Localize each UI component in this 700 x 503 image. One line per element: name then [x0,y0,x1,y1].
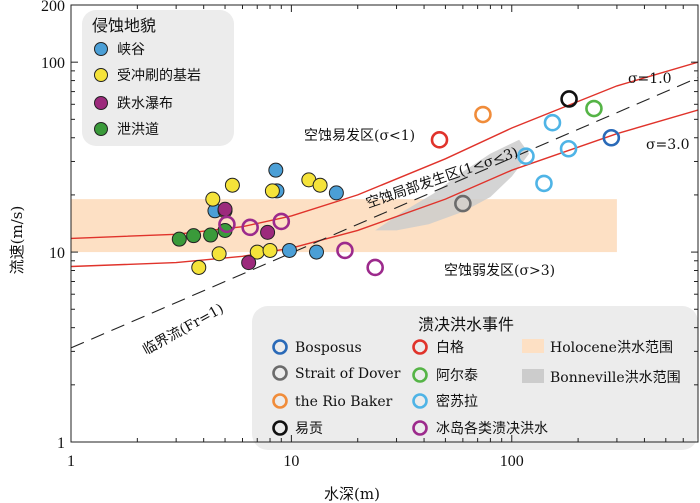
point-bedrock [262,242,278,258]
point-bedrock [264,183,280,199]
point-iceland [366,258,384,277]
legend-label-rio-baker: the Rio Baker [295,394,393,410]
bonneville-range [375,139,530,231]
point-canyon [308,244,324,260]
y-tick-label: 100 [41,55,65,72]
legend-marker-altai [412,367,428,383]
zone-label-easy: 空蚀易发区(σ<1) [304,128,415,144]
legend-label-holocene: Holocene洪水范围 [550,339,673,356]
legend-swatch-bonneville [522,369,544,383]
sigma1-label: σ=1.0 [628,71,672,87]
point-yigong [560,90,578,108]
legend-label-bosporus: Bosposus [295,340,362,356]
point-rio_baker [474,105,492,124]
point-missoula [535,174,553,193]
point-bedrock [205,191,221,207]
point-missoula [559,139,578,158]
legend-marker-yigong [272,420,288,436]
legend-label-bedrock: 受冲刷的基岩 [117,67,201,84]
point-bedrock [211,246,227,262]
critical-flow-label: 临界流(Fr=1) [140,301,226,359]
legend-label-falls: 跌水瀑布 [117,96,173,112]
legend-marker-spillway [94,122,108,136]
point-dover [454,194,472,213]
legend-marker-rio-baker [272,393,288,409]
legend-marker-bedrock [94,68,108,82]
legend-label-baige: 白格 [436,340,464,356]
y-tick-label: 200 [41,0,65,15]
legend-marker-falls [94,96,108,110]
zone-label-weak: 空蚀弱发区(σ>3) [444,263,555,279]
legend-marker-bosporus [272,339,288,355]
point-missoula [517,147,535,165]
point-iceland [272,212,291,231]
legend-marker-dover [272,365,288,381]
legend-label-iceland: 冰岛各类溃决洪水 [436,421,548,437]
point-canyon [328,185,344,201]
legend-label-spillway: 泄洪道 [117,122,159,138]
point-baige [430,131,449,149]
point-iceland [336,241,354,260]
landform-legend: 侵蚀地貌 峡谷 受冲刷的基岩 跌水瀑布 泄洪道 [82,10,234,146]
legend-label-missoula: 密苏拉 [436,393,478,410]
point-falls [241,255,257,271]
point-bedrock [312,177,328,193]
legend-marker-iceland [412,420,428,436]
point-bedrock [224,177,240,193]
point-falls [217,201,233,217]
point-falls [260,224,276,240]
legend-label-canyon: 峡谷 [117,42,145,58]
y-axis-title: 流速(m/s) [8,206,26,275]
point-spillway [186,228,202,244]
y-tick-label: 10 [49,245,65,262]
y-tick-label: 1 [57,435,65,452]
point-canyon [281,242,297,258]
landform-legend-box [82,10,234,146]
point-missoula [543,113,562,132]
plot-frame [70,4,699,443]
sigma3-label: σ=3.0 [646,137,690,153]
legend-label-altai: 阿尔泰 [436,368,478,384]
point-spillway [171,231,187,247]
x-tick-label: 1 [67,453,75,470]
point-bosporus [602,128,621,147]
critical-flow-line [71,77,698,349]
x-axis-title: 水深(m) [324,485,380,503]
legend-swatch-holocene [522,339,544,353]
legend-label-yigong: 易贡 [295,421,323,437]
point-bedrock [191,259,207,275]
event-legend-title: 溃决洪水事件 [418,315,514,334]
point-iceland [241,218,259,237]
axes: 1 10 100 1 10 100 200 [41,0,699,470]
point-iceland [218,215,236,234]
legend-marker-missoula [412,393,428,409]
point-altai [585,99,603,118]
event-legend-box [252,306,698,450]
legend-label-bonneville: Bonneville洪水范围 [550,369,681,386]
legend-marker-baige [412,339,428,355]
point-spillway [203,227,219,243]
legend-label-dover: Strait of Dover [295,366,401,382]
point-canyon [268,162,284,178]
legend-marker-canyon [94,42,108,56]
x-tick-label: 10 [283,453,299,470]
landform-legend-title: 侵蚀地貌 [92,16,156,35]
x-tick-label: 100 [500,453,524,470]
event-legend: 溃决洪水事件 Bosposus Strait of Dover the Rio … [252,306,698,450]
point-layer [171,90,621,277]
